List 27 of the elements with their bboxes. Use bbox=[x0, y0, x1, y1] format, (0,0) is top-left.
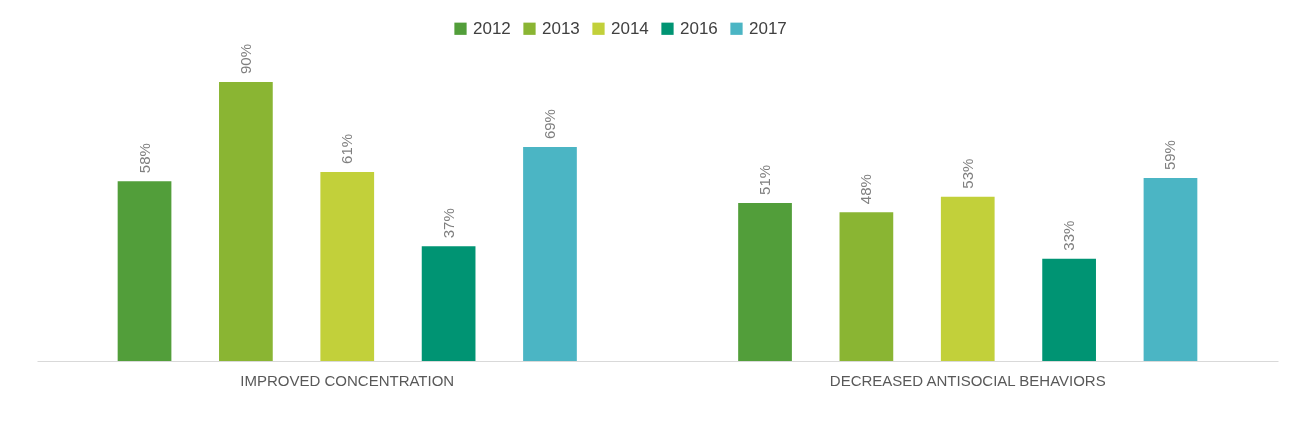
data-label: 59% bbox=[1161, 140, 1179, 171]
bar bbox=[738, 202, 792, 361]
legend-label: 2017 bbox=[749, 18, 787, 38]
bar bbox=[523, 147, 577, 361]
data-label: 33% bbox=[1060, 220, 1078, 251]
data-label: 48% bbox=[857, 174, 875, 205]
data-label: 58% bbox=[135, 143, 153, 174]
data-label: 69% bbox=[540, 109, 558, 140]
bar bbox=[839, 212, 894, 361]
bar bbox=[421, 246, 476, 361]
x-tick-label: IMPROVED CONCENTRATION bbox=[240, 371, 455, 389]
bar bbox=[940, 196, 995, 361]
bar bbox=[219, 82, 273, 361]
data-label: 61% bbox=[338, 133, 356, 164]
data-label: 53% bbox=[958, 158, 976, 189]
bar bbox=[1042, 258, 1096, 361]
legend-label: 2016 bbox=[680, 18, 718, 38]
legend-label: 2014 bbox=[611, 18, 649, 38]
data-label: 37% bbox=[439, 208, 457, 239]
data-label: 90% bbox=[236, 43, 254, 74]
bar bbox=[1143, 178, 1198, 361]
bar bbox=[117, 181, 172, 361]
legend-label: 2013 bbox=[542, 18, 580, 38]
bar bbox=[320, 171, 375, 361]
data-label: 51% bbox=[756, 164, 774, 195]
x-tick-label: DECREASED ANTISOCIAL BEHAVIORS bbox=[829, 371, 1106, 389]
legend-label: 2012 bbox=[473, 18, 511, 38]
